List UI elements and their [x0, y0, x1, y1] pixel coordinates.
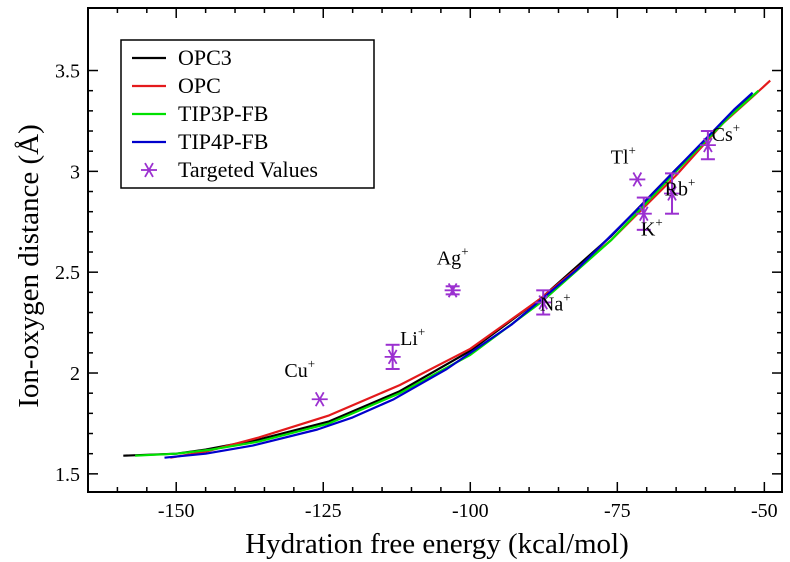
y-tick-label: 3.5: [55, 61, 80, 83]
star-stroke: [314, 391, 325, 407]
x-axis: -150 -125 -100 -75 -50: [116, 8, 778, 522]
star-stroke: [703, 137, 713, 153]
star-stroke: [144, 162, 154, 178]
ion-symbol: Cs: [712, 124, 733, 146]
series-line-tip3p-fb: [135, 89, 760, 457]
x-tick-label: -125: [305, 500, 342, 522]
x-tick-label: -100: [452, 500, 489, 522]
ion-charge: +: [655, 215, 662, 230]
ion-symbol: Tl: [611, 146, 629, 168]
star-stroke: [538, 295, 548, 310]
targeted-point-rb: [664, 186, 681, 201]
legend-swatch-star: [141, 162, 157, 178]
y-axis: 1.5 2 2.5 3 3.5: [55, 61, 782, 486]
y-tick-label: 2: [70, 363, 80, 385]
ion-symbol: Cu: [284, 360, 307, 382]
legend: OPC3 OPC TIP3P-FB TIP4P-FB Targeted Values: [120, 39, 375, 189]
targeted-point-cu: [311, 391, 328, 407]
ion-charge: +: [461, 243, 468, 258]
y-tick-label: 3: [70, 161, 80, 183]
targeted-values-layer: Cu+Li+Ag+Na+K+Tl+Rb+Cs+: [284, 120, 740, 407]
star-stroke: [639, 206, 649, 222]
star-stroke: [447, 282, 458, 298]
ion-charge: +: [688, 175, 695, 190]
star-stroke: [632, 172, 643, 187]
x-tick-label: -150: [158, 500, 195, 522]
targeted-point-cs: [699, 137, 716, 153]
targeted-point-ag: [444, 282, 461, 298]
ion-symbol: Rb: [665, 179, 688, 201]
legend-label: OPC: [178, 73, 221, 98]
series-line-tip4p-fb: [164, 91, 754, 459]
y-tick-label: 2.5: [55, 262, 80, 284]
ion-charge: +: [308, 356, 315, 371]
targeted-point-k: [635, 206, 652, 222]
ion-label-cu: Cu+: [284, 356, 315, 382]
ion-label-k: K+: [641, 215, 663, 241]
legend-label: OPC3: [178, 45, 232, 70]
star-stroke: [387, 349, 398, 365]
x-tick-label: -75: [604, 500, 631, 522]
legend-label: TIP3P-FB: [178, 101, 268, 126]
legend-label: TIP4P-FB: [178, 129, 268, 154]
ion-label-li: Li+: [400, 324, 425, 350]
legend-label: Targeted Values: [178, 157, 318, 182]
ion-symbol: Na: [540, 293, 563, 315]
targeted-point-li: [384, 349, 401, 365]
y-tick-label: 1.5: [55, 464, 80, 486]
plot-area: [87, 7, 783, 493]
ion-label-na: Na+: [540, 289, 571, 315]
ion-label-cs: Cs+: [712, 120, 740, 146]
y-axis-title: Ion-oxygen distance (Å): [13, 124, 45, 407]
x-axis-title: Hydration free energy (kcal/mol): [245, 528, 629, 560]
targeted-point-na: [535, 295, 552, 310]
ion-symbol: K: [641, 219, 656, 241]
ion-label-ag: Ag+: [437, 243, 469, 269]
ion-charge: +: [418, 324, 425, 339]
ion-label-tl: Tl+: [611, 142, 636, 168]
ion-symbol: Li: [400, 328, 418, 350]
ion-symbol: Ag: [437, 247, 461, 269]
x-tick-label: -50: [751, 500, 778, 522]
ion-charge: +: [629, 142, 636, 157]
ion-label-rb: Rb+: [665, 175, 696, 201]
ion-charge: +: [563, 289, 570, 304]
star-stroke: [667, 186, 677, 201]
ion-charge: +: [733, 120, 740, 135]
targeted-point-tl: [629, 172, 646, 187]
plot-frame: [87, 7, 783, 493]
series-layer: [123, 79, 771, 459]
